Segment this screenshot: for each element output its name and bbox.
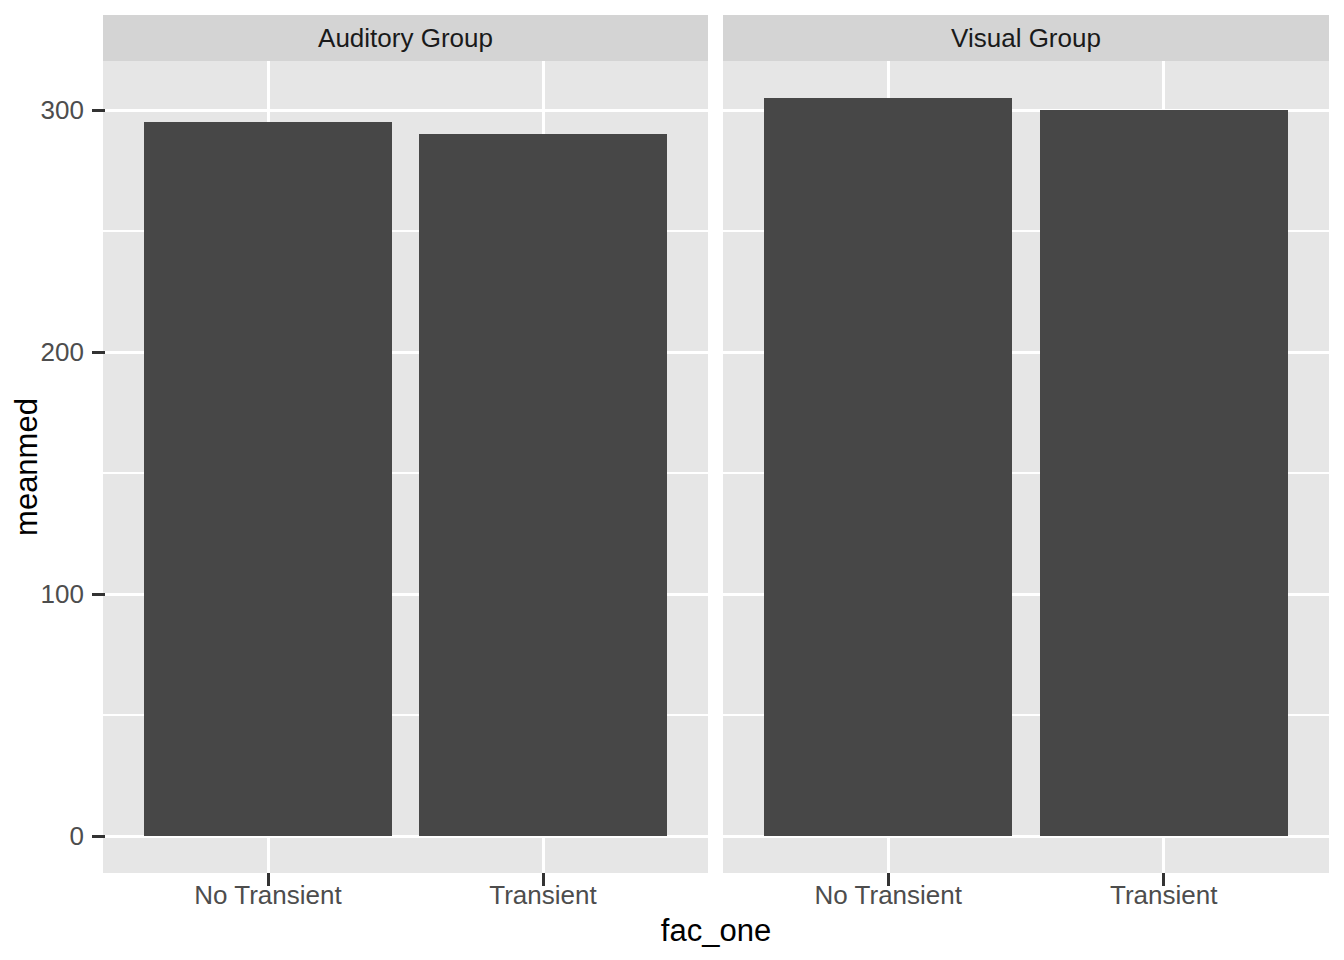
facet-panel [723,61,1329,873]
bar [419,134,667,836]
x-tick-label: No Transient [194,880,341,910]
facet-panel [103,61,708,873]
y-tick-label: 0 [14,822,84,850]
facet-strip: Auditory Group [103,15,708,61]
y-axis-tick [92,109,105,112]
x-tick-label: Transient [489,880,596,910]
y-tick-label: 100 [14,580,84,608]
y-axis-tick [92,351,105,354]
y-axis-title: meanmed [10,398,44,536]
bar [1040,110,1288,836]
y-tick-label: 200 [14,338,84,366]
gridline-major-h [103,109,708,112]
y-axis-tick [92,593,105,596]
x-axis-title: fac_one [661,914,771,948]
bar [144,122,392,836]
facet-strip-label: Auditory Group [318,23,493,54]
x-tick-label: No Transient [815,880,962,910]
y-axis-tick [92,835,105,838]
bar [764,98,1012,836]
y-tick-label: 300 [14,96,84,124]
faceted-bar-chart: meanmed fac_one Auditory Group No Transie… [0,0,1344,960]
x-tick-label: Transient [1110,880,1217,910]
facet-strip: Visual Group [723,15,1329,61]
facet-strip-label: Visual Group [951,23,1101,54]
